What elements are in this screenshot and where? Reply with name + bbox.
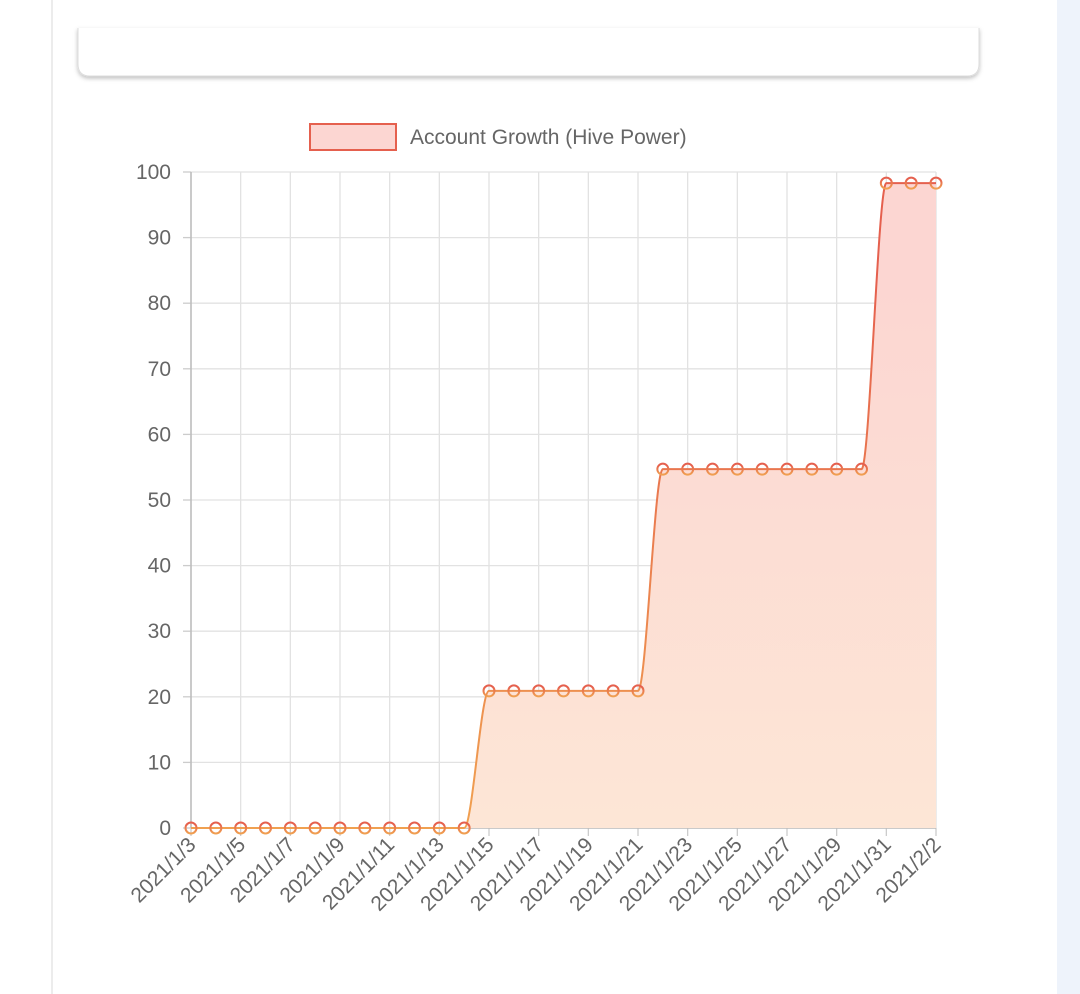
point: [631, 684, 645, 698]
y-tick-label: 60: [148, 423, 171, 446]
point: [457, 821, 471, 835]
y-tick-label: 90: [148, 227, 171, 250]
point: [755, 462, 769, 476]
y-tick-label: 50: [148, 489, 171, 512]
point: [879, 176, 893, 190]
point: [383, 821, 397, 835]
legend: Account Growth (Hive Power): [309, 123, 687, 151]
point: [507, 684, 521, 698]
point: [184, 821, 198, 835]
y-tick-label: 30: [148, 620, 171, 643]
point: [557, 684, 570, 698]
point: [482, 684, 496, 698]
point: [408, 821, 421, 835]
point: [333, 821, 347, 835]
point: [929, 176, 943, 190]
point: [209, 821, 223, 835]
legend-swatch: [309, 123, 397, 151]
point: [259, 821, 272, 835]
y-tick-label: 100: [136, 161, 171, 184]
point: [432, 821, 446, 835]
point: [358, 821, 372, 835]
y-tick-label: 40: [148, 555, 171, 578]
y-tick-label: 10: [148, 751, 171, 774]
y-tick-label: 80: [148, 292, 171, 315]
point: [830, 462, 844, 476]
y-tick-label: 20: [148, 686, 171, 709]
point: [681, 462, 695, 476]
card: [77, 28, 980, 77]
point: [234, 821, 248, 835]
point: [308, 821, 322, 835]
point: [706, 462, 719, 476]
point: [805, 462, 819, 476]
area: [191, 183, 936, 829]
side-strip: [1057, 0, 1080, 994]
point: [532, 684, 546, 698]
point: [904, 176, 918, 190]
legend-label: Account Growth (Hive Power): [410, 126, 687, 149]
y-tick-label: 0: [159, 817, 171, 840]
chart: 01020304050607080901002021/1/32021/1/520…: [126, 123, 946, 916]
point: [606, 684, 620, 698]
point: [283, 821, 297, 835]
point: [780, 462, 794, 476]
line: [190, 182, 936, 829]
point: [581, 684, 595, 698]
point: [656, 462, 670, 476]
point: [855, 462, 868, 476]
y-tick-label: 70: [148, 358, 171, 381]
point: [730, 462, 744, 476]
